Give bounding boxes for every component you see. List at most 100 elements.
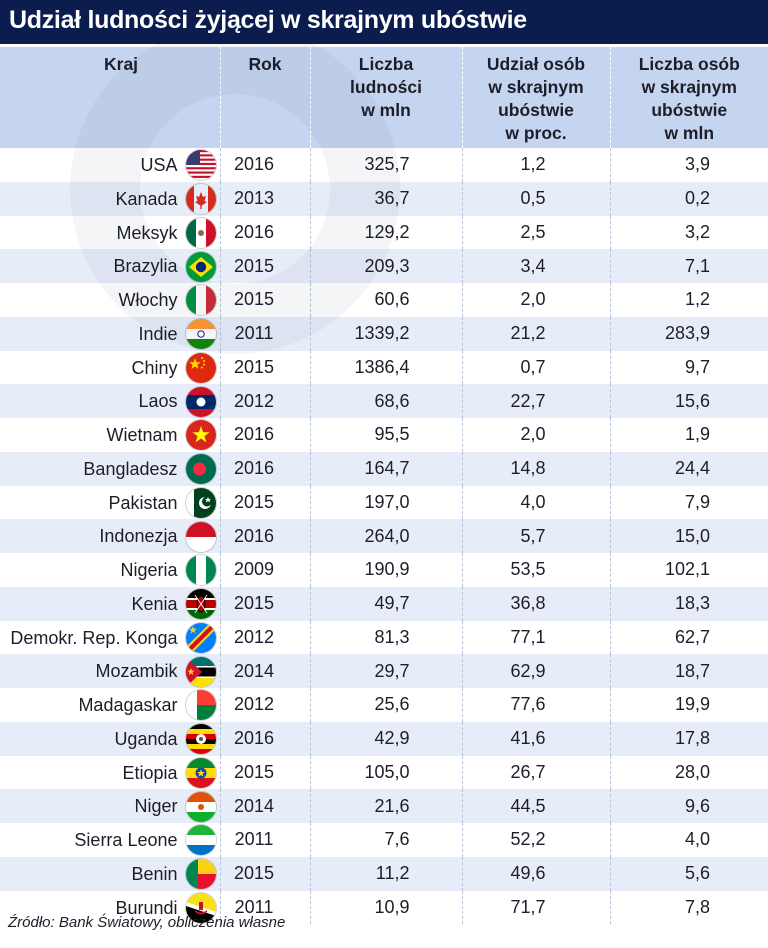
country-name: Laos bbox=[138, 391, 178, 411]
poor-count-cell: 9,6 bbox=[609, 789, 768, 823]
table-row: Chiny 2015 1386,4 0,7 9,7 bbox=[0, 350, 768, 385]
poor-count-cell: 1,9 bbox=[609, 418, 768, 452]
country-name: Niger bbox=[134, 796, 178, 816]
country-name: Wietnam bbox=[106, 424, 178, 445]
poor-count-cell: 24,4 bbox=[609, 451, 768, 486]
population-cell: 10,9 bbox=[309, 890, 462, 925]
poverty-share-cell: 0,5 bbox=[461, 181, 610, 216]
country-name: Kanada bbox=[115, 188, 178, 209]
country-cell: Madagaskar bbox=[0, 688, 220, 722]
table-row: Niger 2014 21,6 44,5 9,6 bbox=[0, 789, 768, 823]
year-cell: 2012 bbox=[219, 620, 310, 655]
country-name: Brazylia bbox=[113, 256, 178, 276]
country-name: Etiopia bbox=[122, 762, 178, 783]
year-cell: 2012 bbox=[219, 688, 310, 722]
population-cell: 197,0 bbox=[309, 485, 462, 520]
canada-flag-icon bbox=[185, 184, 216, 214]
poverty-share-cell: 52,2 bbox=[461, 823, 610, 857]
country-name: Sierra Leone bbox=[74, 829, 178, 850]
year-cell: 2011 bbox=[219, 316, 310, 351]
year-cell: 2013 bbox=[219, 181, 310, 216]
year-cell: 2012 bbox=[219, 384, 310, 418]
poverty-table: Kraj Rok Liczba ludności w mln Udział os… bbox=[0, 47, 768, 925]
country-cell: Laos bbox=[0, 384, 220, 418]
country-name: Kenia bbox=[131, 593, 178, 614]
population-cell: 164,7 bbox=[309, 451, 462, 486]
china-flag-icon bbox=[185, 352, 216, 383]
brazil-flag-icon bbox=[185, 251, 216, 282]
kenya-flag-icon bbox=[185, 589, 216, 619]
poverty-share-cell: 49,6 bbox=[461, 856, 610, 891]
table-row: Etiopia 2015 105,0 26,7 28,0 bbox=[0, 755, 768, 790]
table-row: Madagaskar 2012 25,6 77,6 19,9 bbox=[0, 688, 768, 722]
country-cell: Brazylia bbox=[0, 249, 220, 283]
benin-flag-icon bbox=[185, 859, 216, 889]
poor-count-cell: 15,6 bbox=[609, 384, 768, 418]
india-flag-icon bbox=[185, 319, 216, 349]
poor-count-cell: 19,9 bbox=[609, 688, 768, 722]
table-row: Laos 2012 68,6 22,7 15,6 bbox=[0, 384, 768, 418]
indonesia-flag-icon bbox=[185, 521, 216, 552]
poor-count-cell: 7,1 bbox=[609, 249, 768, 283]
country-name: Chiny bbox=[131, 357, 178, 378]
poor-count-cell: 102,1 bbox=[609, 553, 768, 587]
sierra-leone-flag-icon bbox=[185, 825, 216, 856]
population-cell: 129,2 bbox=[309, 215, 462, 250]
population-cell: 42,9 bbox=[309, 721, 462, 756]
country-cell: Etiopia bbox=[0, 756, 220, 790]
population-cell: 95,5 bbox=[309, 418, 462, 452]
population-cell: 1339,2 bbox=[309, 316, 462, 351]
year-cell: 2011 bbox=[219, 890, 310, 925]
column-header-year: Rok bbox=[219, 47, 310, 148]
poverty-share-cell: 4,0 bbox=[461, 485, 610, 520]
year-cell: 2015 bbox=[219, 350, 310, 385]
poverty-share-cell: 14,8 bbox=[461, 451, 610, 486]
poverty-share-cell: 2,5 bbox=[461, 215, 610, 250]
poor-count-cell: 17,8 bbox=[609, 721, 768, 756]
country-cell: Kanada bbox=[0, 182, 220, 216]
mexico-flag-icon bbox=[185, 217, 216, 248]
title-bar: Udział ludności żyjącej w skrajnym ubóst… bbox=[0, 0, 768, 44]
table-row: Benin 2015 11,2 49,6 5,6 bbox=[0, 856, 768, 891]
table-row: Mozambik 2014 29,7 62,9 18,7 bbox=[0, 654, 768, 688]
population-cell: 105,0 bbox=[309, 755, 462, 790]
year-cell: 2009 bbox=[219, 553, 310, 587]
country-cell: USA bbox=[0, 148, 220, 182]
source-note: Źródło: Bank Światowy, obliczenia własne bbox=[8, 914, 286, 931]
country-name: Mozambik bbox=[95, 661, 178, 681]
bangladesh-flag-icon bbox=[185, 454, 216, 484]
population-cell: 36,7 bbox=[309, 181, 462, 216]
table-row: Kenia 2015 49,7 36,8 18,3 bbox=[0, 586, 768, 621]
country-name: Benin bbox=[131, 863, 178, 884]
population-cell: 60,6 bbox=[309, 283, 462, 317]
population-cell: 49,7 bbox=[309, 586, 462, 621]
poor-count-cell: 7,9 bbox=[609, 485, 768, 520]
year-cell: 2014 bbox=[219, 654, 310, 688]
country-cell: Bangladesz bbox=[0, 452, 220, 486]
poverty-share-cell: 62,9 bbox=[461, 654, 610, 688]
year-cell: 2014 bbox=[219, 789, 310, 823]
year-cell: 2016 bbox=[219, 451, 310, 486]
poverty-share-cell: 77,1 bbox=[461, 620, 610, 655]
poor-count-cell: 18,7 bbox=[609, 654, 768, 688]
poverty-share-cell: 26,7 bbox=[461, 755, 610, 790]
country-cell: Indonezja bbox=[0, 519, 220, 553]
poverty-share-cell: 36,8 bbox=[461, 586, 610, 621]
table-row: Kanada 2013 36,7 0,5 0,2 bbox=[0, 181, 768, 216]
poverty-share-cell: 44,5 bbox=[461, 789, 610, 823]
niger-flag-icon bbox=[185, 791, 216, 822]
poor-count-cell: 7,8 bbox=[609, 890, 768, 925]
poor-count-cell: 9,7 bbox=[609, 350, 768, 385]
country-name: Bangladesz bbox=[83, 458, 178, 479]
country-cell: Wietnam bbox=[0, 418, 220, 452]
country-name: Uganda bbox=[114, 728, 178, 749]
country-cell: Indie bbox=[0, 317, 220, 351]
population-cell: 7,6 bbox=[309, 823, 462, 857]
country-name: Włochy bbox=[118, 289, 178, 310]
burundi-flag-icon bbox=[185, 892, 216, 923]
country-cell: Pakistan bbox=[0, 486, 220, 520]
poor-count-cell: 3,2 bbox=[609, 215, 768, 250]
page-title: Udział ludności żyjącej w skrajnym ubóst… bbox=[9, 6, 527, 34]
country-name: USA bbox=[140, 154, 178, 175]
table-row: Meksyk 2016 129,2 2,5 3,2 bbox=[0, 215, 768, 250]
